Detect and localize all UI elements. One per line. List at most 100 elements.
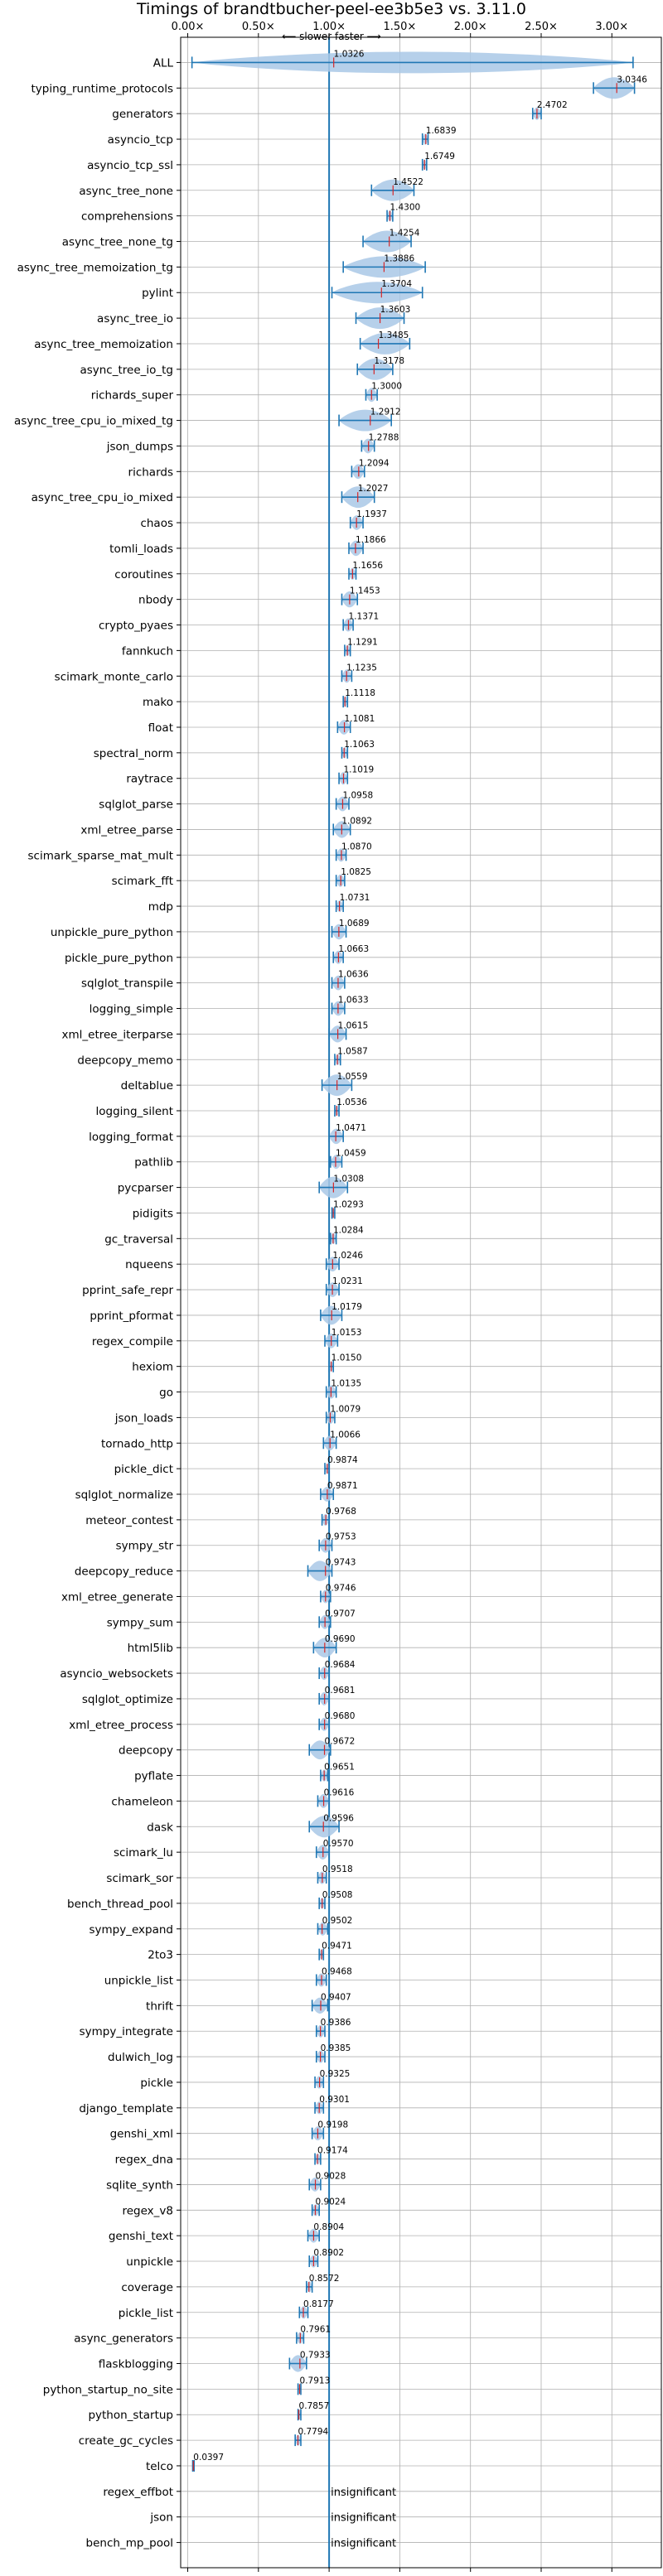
category-label: html5lib [128,1642,173,1655]
value-label: 0.9651 [324,1763,355,1773]
category-label: richards_super [91,389,174,403]
category-label: coroutines [114,568,173,581]
category-label: json [149,2511,173,2525]
insignificant-label: insignificant [331,2512,396,2525]
value-label: 0.9680 [325,1711,356,1721]
value-label: 1.1656 [352,561,383,571]
category-label: dulwich_log [108,2051,173,2064]
category-label: spectral_norm [94,747,173,760]
value-label: 1.1081 [345,714,375,724]
value-label: 1.4522 [393,177,423,187]
value-label: 0.0397 [193,2453,224,2463]
value-label: 0.9174 [317,2146,348,2156]
category-label: async_tree_cpu_io_mixed_tg [14,415,173,428]
value-label: 1.1866 [356,535,386,545]
category-label: pyflate [134,1770,173,1783]
category-label: regex_dna [115,2154,173,2167]
value-label: 1.0615 [338,1020,369,1030]
category-label: dask [147,1821,173,1834]
category-label: bench_mp_pool [86,2537,173,2550]
value-label: 0.7794 [298,2427,328,2437]
value-label: 1.0153 [332,1328,362,1338]
category-label: deepcopy [119,1744,173,1758]
value-label: 1.0536 [336,1097,367,1107]
value-label: 0.9874 [327,1455,358,1465]
insignificant-label: insignificant [331,2538,396,2550]
category-label: scimark_sor [106,1872,173,1885]
category-label: unpickle_pure_python [51,926,173,939]
value-label: 0.9468 [322,1966,352,1976]
value-label: 1.1235 [346,663,377,673]
category-label: json_loads [114,1411,173,1425]
value-label: 0.8572 [309,2274,340,2284]
value-label: 0.9616 [324,1787,355,1797]
value-label: 1.4300 [390,203,420,213]
value-label: 0.9768 [326,1507,356,1517]
category-label: sympy_integrate [80,2025,173,2038]
x-tick-label-top: 2.50× [525,21,558,33]
x-tick-label-top: 0.00× [172,21,205,33]
category-label: scimark_sparse_mat_mult [28,849,173,862]
category-label: async_tree_cpu_io_mixed [31,491,173,504]
value-label: 0.9028 [316,2171,346,2181]
value-label: 1.3603 [380,305,411,315]
value-label: 1.0284 [333,1225,364,1235]
category-label: pprint_pformat [90,1310,173,1323]
category-label: async_tree_io [97,312,173,326]
value-label: 1.0459 [336,1149,366,1159]
category-label: async_tree_io_tg [80,364,173,377]
value-label: 1.0326 [334,49,365,59]
category-label: nbody [138,594,173,607]
category-label: unpickle [126,2255,173,2269]
category-label: logging_silent [96,1105,173,1118]
value-label: 1.1291 [347,637,378,647]
value-label: 1.0293 [333,1199,364,1209]
category-label: go [159,1387,173,1400]
category-label: typing_runtime_protocols [31,82,174,95]
x-tick-label-top: 1.50× [383,21,416,33]
value-label: 1.3704 [381,279,412,289]
category-label: async_tree_memoization [34,338,173,351]
value-label: 0.9518 [322,1864,353,1874]
category-label: sympy_str [116,1540,174,1553]
value-label: 0.9672 [325,1737,356,1747]
category-label: sqlite_synth [106,2178,173,2192]
category-label: pathlib [134,1156,173,1170]
value-label: 0.8902 [313,2248,344,2258]
value-label: 1.0559 [337,1072,368,1082]
value-label: 1.0471 [336,1123,366,1133]
category-label: deepcopy_memo [77,1054,173,1067]
label-layer: 0.00×0.00×0.50×0.50×1.00×1.00×1.50×1.50×… [14,21,647,2576]
category-label: pickle_dict [114,1463,173,1476]
category-label: meteor_contest [85,1514,173,1527]
category-label: pycparser [118,1182,174,1195]
category-label: genshi_text [109,2230,173,2243]
category-label: sqlglot_parse [99,798,173,812]
value-label: 1.0958 [342,791,373,801]
category-label: gc_traversal [104,1233,173,1246]
value-label: 0.9325 [320,2069,351,2079]
category-label: create_gc_cycles [79,2434,173,2448]
value-label: 0.9871 [327,1481,358,1491]
category-label: pylint [142,287,173,300]
value-label: 1.0246 [332,1251,363,1261]
category-label: async_generators [74,2332,173,2346]
value-label: 0.7857 [299,2401,330,2411]
value-label: 0.9690 [325,1634,356,1644]
value-label: 1.0231 [332,1276,363,1286]
value-label: 1.1453 [350,586,380,596]
value-label: 0.9684 [325,1660,356,1670]
violin-layer [191,37,636,2568]
insignificant-label: insignificant [331,2487,396,2499]
category-label: richards [128,466,173,479]
value-label: 0.9743 [326,1558,356,1568]
value-label: 0.9407 [321,1992,351,2002]
value-label: 0.9707 [325,1609,356,1618]
value-label: 1.0892 [341,816,372,826]
category-label: flaskblogging [99,2357,173,2371]
x-tick-label-top: 3.00× [595,21,628,33]
category-label: scimark_monte_carlo [55,670,173,683]
value-label: 1.0079 [330,1404,361,1414]
category-label: pprint_safe_repr [82,1284,173,1297]
